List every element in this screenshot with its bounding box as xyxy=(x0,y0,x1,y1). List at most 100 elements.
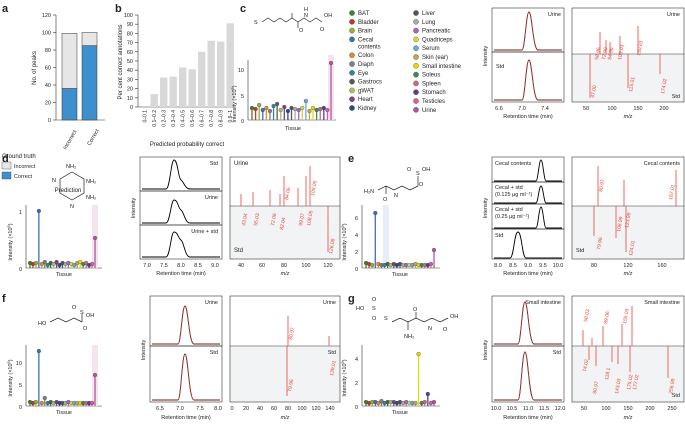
a-ytick-label: 20 xyxy=(45,101,51,107)
b-ytick-label: 20 xyxy=(127,87,133,93)
g-peak-4: 118.1 xyxy=(604,367,612,380)
lollipop-head xyxy=(325,107,330,113)
lollipop-head xyxy=(57,262,62,268)
c-rt-label: Retention time (min) xyxy=(503,114,553,120)
c-mz-2: 150 xyxy=(633,106,642,112)
f-ytick-0: 0 xyxy=(19,405,22,411)
lollipop-head xyxy=(321,105,326,111)
d-peak-5: 99.07 xyxy=(298,213,306,227)
svg-text:S: S xyxy=(80,310,84,316)
e-chrom-cecal2: Cecal + std xyxy=(495,207,523,213)
c-peak-top-0: 58.96 xyxy=(594,47,602,61)
panel-d-lollipop: 0 1 Intensity (×105) Tissue xyxy=(6,205,102,278)
svg-text:O: O xyxy=(407,167,412,173)
lollipop-head xyxy=(264,105,269,111)
e-chrom-conc2: (0.25 µg ml⁻¹) xyxy=(495,214,529,220)
svg-text:OH: OH xyxy=(422,167,430,173)
svg-text:N: N xyxy=(70,204,74,210)
legend-correct-swatch xyxy=(1,171,12,180)
lollipop-head xyxy=(300,105,305,111)
g-rt-4: 12.0 xyxy=(555,406,566,412)
c-chrom-urine: Urine xyxy=(548,12,561,18)
d-peak-0: 43.04 xyxy=(241,213,249,227)
panel-e-chromatograms: Cecal contents Cecal + std (0.125 µg ml⁻… xyxy=(483,156,565,277)
svg-text:NH₂: NH₂ xyxy=(66,164,76,170)
legend-dot xyxy=(349,70,355,76)
legend-dot xyxy=(349,87,355,94)
svg-text:O: O xyxy=(72,305,77,311)
panel-e-spectrum: Cecal contents Std 79.96 80.97 108.99 12… xyxy=(571,156,685,277)
panel-a-legend-title: Ground truth xyxy=(2,154,36,160)
e-peak-2: 108.99 xyxy=(616,216,625,232)
g-mz-3: 200 xyxy=(645,406,654,412)
lollipop-head xyxy=(310,105,316,111)
a-ytick-label: 0 xyxy=(48,118,51,124)
lollipop-head xyxy=(413,400,418,406)
lollipop-head xyxy=(42,259,47,265)
f-rt-3: 8.0 xyxy=(214,406,222,412)
c-xlabel: Tissue xyxy=(285,126,301,132)
b-bar xyxy=(169,76,177,107)
b-xtick-label: 0–0.1 xyxy=(143,110,149,123)
c-rt-2: 7.4 xyxy=(541,106,549,112)
legend-incorrect-swatch xyxy=(1,161,12,170)
legend-label-2: contents xyxy=(358,44,381,50)
svg-text:S: S xyxy=(372,306,376,312)
b-bar xyxy=(198,51,206,107)
lollipop-head xyxy=(249,105,255,111)
legend-dot xyxy=(349,10,355,16)
legend-label: Heart xyxy=(358,97,373,103)
legend-label: Pancreatic xyxy=(422,29,450,35)
g-rt-label: Retention time (min) xyxy=(503,415,553,421)
lollipop-head xyxy=(328,60,334,66)
f-mz-1: 20 xyxy=(243,406,249,412)
panel-d-letter: d xyxy=(2,153,9,165)
b-xtick-label: 0.2–0.3 xyxy=(162,110,168,127)
legend-dot xyxy=(349,19,355,25)
c-rt-1: 7.0 xyxy=(518,106,526,112)
panel-c-letter: c xyxy=(240,3,246,15)
d-peak-3: 82.04 xyxy=(279,217,287,231)
d-chrom-ylabel: Intensity xyxy=(131,198,137,219)
panel-c-chromatograms: Urine Std Intensity 6.6 7.0 7.4 Retentio… xyxy=(483,7,565,120)
legend-label: Testicles xyxy=(422,99,445,105)
legend-label: Eye xyxy=(358,71,369,77)
e-ytick-0: 0 xyxy=(355,267,358,273)
lollipop-head xyxy=(376,400,381,406)
lollipop-head xyxy=(33,260,38,266)
f-peak-2: 139.01 xyxy=(329,360,338,376)
panel-a-xlabel: Prediction xyxy=(55,188,82,194)
b-xtick-label: 0.7–0.8 xyxy=(209,110,215,127)
g-peak-0: 58.03 xyxy=(583,309,591,323)
panel-f-chromatograms: Urine Std Intensity 6.5 7.0 7.5 8.0 Rete… xyxy=(141,295,223,421)
d-ms-std: Std xyxy=(234,248,243,254)
e-mz-2: 160 xyxy=(657,263,666,269)
svg-text:O: O xyxy=(443,327,448,333)
g-mz-1: 100 xyxy=(601,406,610,412)
f-ytick-1: 5 xyxy=(19,383,22,389)
lollipop-head xyxy=(84,260,89,266)
d-peak-2: 72.06 xyxy=(270,213,278,227)
legend-label: Soleus xyxy=(422,73,440,79)
legend-label: Cecal xyxy=(358,37,373,43)
b-xtick-label: 0.1–0.2 xyxy=(152,110,158,127)
legend-label: Skin (ear) xyxy=(422,55,448,61)
c-ms-urine: Urine xyxy=(667,12,680,18)
a-ytick-label: 100 xyxy=(42,31,51,37)
svg-text:OH: OH xyxy=(324,13,332,19)
lollipop-head xyxy=(257,102,262,108)
legend-label: Diaph xyxy=(358,62,374,68)
panel-c-spectrum: Urine Std 58.96 72.99 84.96 100.03 130.0… xyxy=(571,7,685,120)
b-bar xyxy=(150,94,158,107)
lollipop-head xyxy=(260,107,265,113)
lollipop-head xyxy=(253,106,258,112)
f-mz-3: 60 xyxy=(271,406,277,412)
legend-dot xyxy=(349,52,355,58)
lollipop-head xyxy=(275,101,280,107)
legend-label: Stomach xyxy=(422,90,446,96)
lollipop-head xyxy=(296,107,301,113)
b-ytick-label: 60 xyxy=(127,50,133,56)
svg-text:N: N xyxy=(52,178,56,184)
d-chrom-std: Std xyxy=(210,161,218,167)
lollipop-head xyxy=(78,259,83,265)
